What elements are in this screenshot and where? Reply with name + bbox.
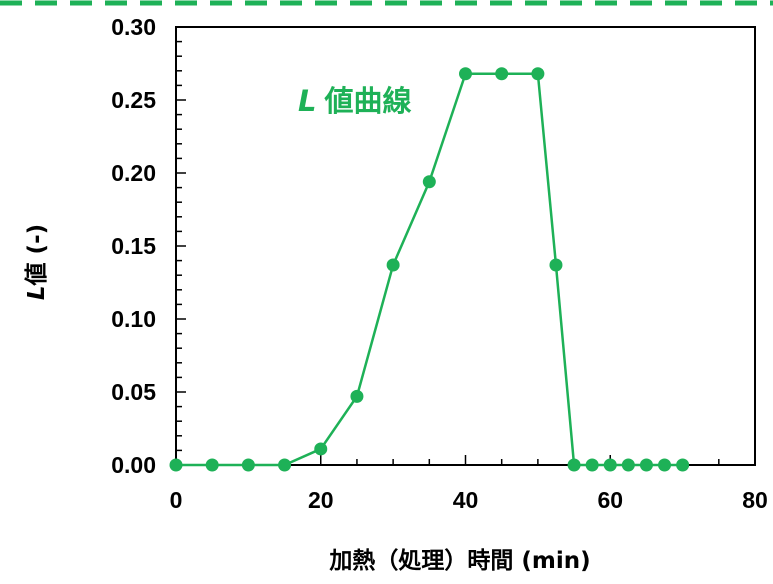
x-tick-label: 20 [308,487,334,513]
data-point [622,459,635,472]
y-tick-label: 0.05 [111,379,156,405]
x-tick-label: 0 [170,487,183,513]
data-point [568,459,581,472]
data-point [586,459,599,472]
y-tick-labels: 0.00 0.05 0.10 0.15 0.20 0.25 0.30 [111,14,156,478]
y-axis-title-rest: 値 (-) [24,224,50,287]
x-tick-label: 80 [742,487,768,513]
series-label: L 値曲線 [298,84,412,118]
y-axis-title-italic: L [24,285,50,300]
data-point [676,459,689,472]
data-point [314,442,327,455]
y-tick-marks [176,27,186,465]
data-point [242,459,255,472]
y-tick-label: 0.30 [111,14,156,40]
y-tick-label: 0.25 [111,87,156,113]
data-point [387,258,400,271]
data-point [350,390,363,403]
x-tick-label: 60 [597,487,623,513]
data-point [459,67,472,80]
data-point [531,67,544,80]
y-tick-label: 0.00 [111,452,156,478]
x-tick-labels: 0 20 40 60 80 [170,487,768,513]
y-tick-label: 0.15 [111,233,156,259]
data-point [658,459,671,472]
data-point [604,459,617,472]
series-line [176,74,683,465]
data-point [549,258,562,271]
series-label-rest: 値曲線 [323,84,411,118]
y-tick-label: 0.10 [111,306,156,332]
y-tick-label: 0.20 [111,160,156,186]
data-point [206,459,219,472]
data-point [170,459,183,472]
x-axis-title: 加熱（処理）時間 (min) [328,547,590,574]
data-point [278,459,291,472]
x-tick-label: 40 [453,487,479,513]
data-point [640,459,653,472]
plot-area-frame [176,27,755,465]
series-label-italic: L [298,84,316,118]
y-axis-title: L値 (-) [24,224,50,300]
data-point [495,67,508,80]
data-point [423,175,436,188]
series-points [170,67,690,471]
